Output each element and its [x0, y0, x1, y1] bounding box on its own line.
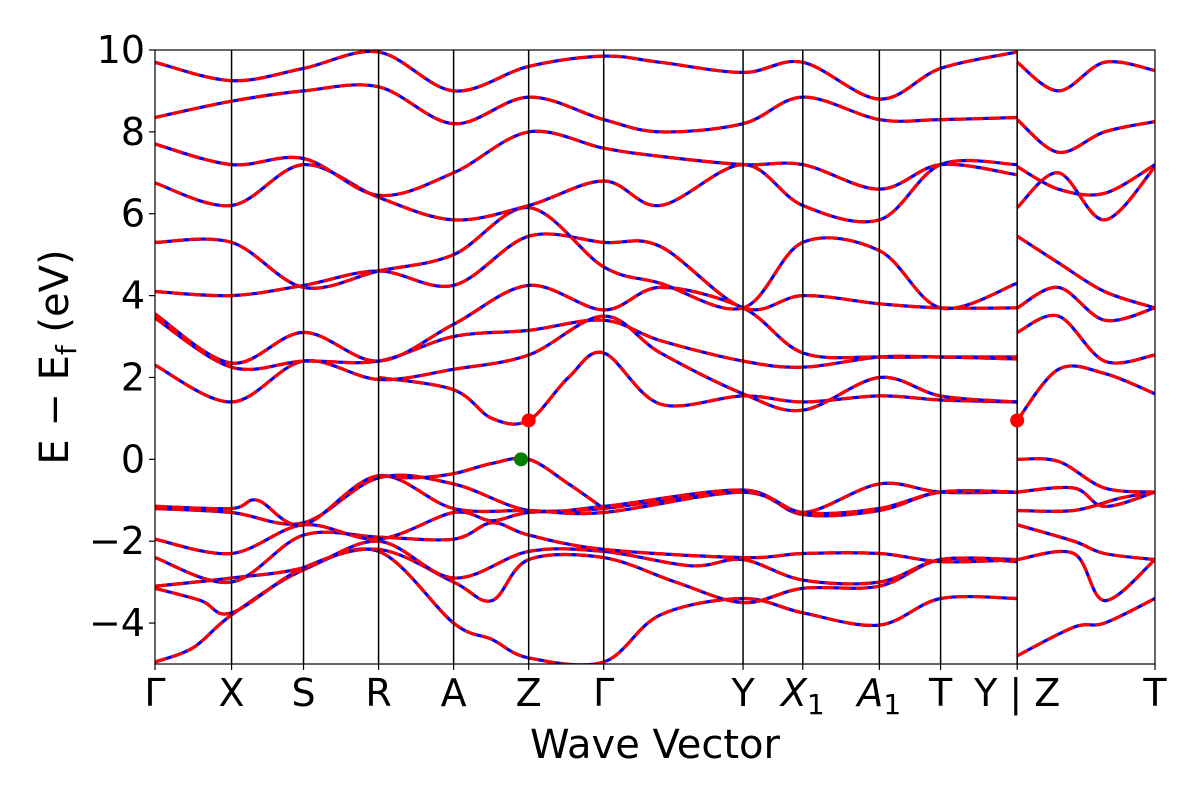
x-tick-label-4: A: [441, 671, 467, 715]
band-line-solid-16: [155, 83, 1018, 134]
kpoint-lines-layer: [230, 50, 1018, 664]
band-line-dashed-22: [1017, 485, 1155, 508]
x-tick-label-main-1: X: [219, 671, 245, 715]
x-tick-label-11: Y | Z: [973, 671, 1060, 716]
marker-cbm-1: [1010, 413, 1025, 428]
x-tick-label-1: X: [219, 671, 245, 715]
band-line-dashed-21: [1017, 490, 1155, 513]
band-line-solid-7: [378, 456, 605, 510]
y-tick-label-7: 10: [97, 28, 145, 72]
x-tick-label-0: Γ: [144, 671, 165, 715]
x-tick-label-main-12: T: [1142, 671, 1167, 715]
band-line-solid-27: [1016, 234, 1155, 310]
band-line-dashed-6: [155, 474, 1018, 527]
x-tick-label-9: A1: [854, 671, 901, 721]
band-line-solid-14: [155, 158, 1018, 224]
y-axis-label: E − Ef (eV): [32, 249, 83, 464]
x-tick-label-main-10: T: [928, 671, 953, 715]
y-axis-label-sub: f: [50, 344, 83, 355]
band-line-solid-23: [1017, 457, 1155, 494]
band-line-solid-11: [155, 283, 1018, 365]
x-tick-label-main-9: A: [854, 671, 883, 715]
y-tick-label-2: 0: [121, 437, 145, 481]
band-line-solid-0: [155, 547, 1018, 664]
x-tick-label-main-3: R: [365, 671, 391, 715]
y-tick-label-1: −2: [89, 519, 145, 563]
band-line-solid-10: [155, 316, 1018, 372]
x-tick-label-sub-8: 1: [807, 688, 825, 721]
x-axis-label: Wave Vector: [530, 722, 781, 768]
band-line-dashed-25: [1016, 313, 1155, 365]
band-line-dashed-10: [155, 316, 1018, 372]
band-line-solid-15: [155, 129, 1018, 198]
markers-layer: [514, 413, 1025, 467]
x-tick-label-main-6: Γ: [593, 671, 614, 715]
x-tick-label-5: Z: [516, 671, 542, 715]
band-line-dashed-7: [378, 456, 605, 510]
y-axis-label-unit: (eV): [32, 249, 78, 345]
x-tick-label-main-4: A: [441, 671, 467, 715]
x-tick-label-main-0: Γ: [144, 671, 165, 715]
band-line-solid-25: [1016, 313, 1155, 365]
x-tick-label-12: T: [1142, 671, 1167, 715]
x-tick-label-main-2: S: [291, 671, 315, 715]
y-tick-label-0: −4: [89, 601, 145, 645]
band-line-dashed-14: [155, 158, 1018, 224]
y-ticks-layer: −4 −2 0 2 4 6 8 10: [89, 28, 155, 645]
marker-vbm-2: [514, 452, 529, 467]
band-line-dashed-24: [1015, 364, 1155, 422]
x-tick-label-main-11: Y | Z: [973, 671, 1060, 716]
band-line-solid-13: [155, 205, 1018, 311]
band-line-dashed-23: [1017, 457, 1155, 494]
x-tick-label-8: X1: [779, 671, 825, 721]
x-tick-label-main-5: Z: [516, 671, 542, 715]
band-line-dashed-20: [1016, 523, 1155, 562]
y-tick-label-3: 2: [121, 355, 145, 399]
band-line-dashed-8: [378, 350, 1018, 426]
x-tick-label-6: Γ: [593, 671, 614, 715]
plot-frame: [154, 49, 1156, 665]
bands-layer: [155, 50, 1155, 664]
band-line-dashed-15: [155, 129, 1018, 198]
band-line-solid-12: [155, 232, 1018, 312]
band-line-solid-18: [1016, 597, 1155, 658]
band-line-dashed-29: [1016, 163, 1155, 197]
band-line-dashed-0: [155, 547, 1018, 664]
x-tick-label-main-7: Y: [730, 671, 755, 715]
band-line-dashed-27: [1016, 234, 1155, 310]
x-tick-label-10: T: [928, 671, 953, 715]
band-line-dashed-12: [155, 232, 1018, 312]
x-tick-label-sub-9: 1: [883, 688, 901, 721]
y-axis-label-main: E − E: [32, 355, 78, 465]
band-line-dashed-31: [1016, 60, 1155, 93]
y-tick-label-6: 8: [121, 110, 145, 154]
x-tick-label-main-8: X: [779, 671, 808, 715]
y-tick-label-5: 6: [121, 192, 145, 236]
marker-cbm-0: [521, 413, 536, 428]
band-line-dashed-30: [1016, 118, 1155, 154]
band-line-dashed-11: [155, 283, 1018, 365]
band-line-dashed-28: [1016, 165, 1155, 222]
band-line-solid-30: [1016, 118, 1155, 154]
x-tick-label-7: Y: [730, 671, 755, 715]
band-line-dashed-18: [1016, 597, 1155, 658]
band-line-dashed-26: [1016, 285, 1155, 323]
band-line-dashed-5: [155, 473, 1018, 526]
x-tick-label-3: R: [365, 671, 391, 715]
y-tick-label-4: 4: [121, 274, 145, 318]
x-tick-label-2: S: [291, 671, 315, 715]
band-line-dashed-19: [1016, 549, 1155, 603]
